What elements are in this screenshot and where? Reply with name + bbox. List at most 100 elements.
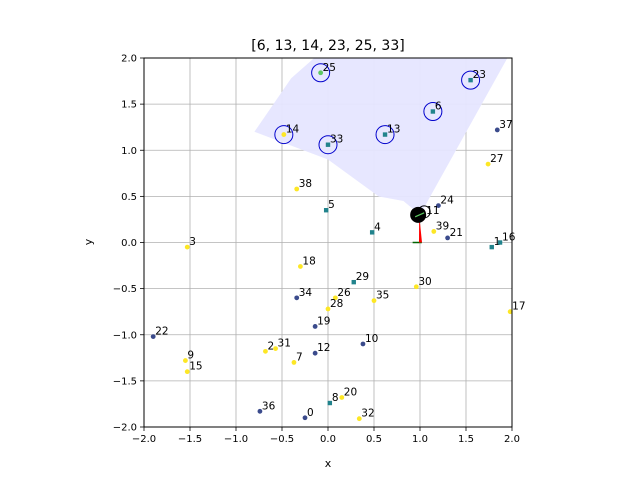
point-label-27: 27 [490,153,503,165]
point-37 [494,127,500,133]
point-13 [382,132,388,137]
point-34 [294,295,300,301]
point-label-4: 4 [374,221,381,233]
x-tick-label: −1.0 [224,434,248,445]
point-label-39: 39 [436,220,449,232]
point-31 [273,346,278,351]
point-33 [325,142,331,147]
point-label-9: 9 [187,350,194,362]
point-label-34: 34 [299,287,313,299]
point-label-26: 26 [337,287,351,299]
point-24 [436,203,441,209]
y-tick-label: 2.0 [121,54,137,65]
x-tick-label: −1.5 [178,434,202,445]
point-15 [184,369,190,375]
fov-polygon [254,58,508,215]
points: 0123456789101213141516171819202122232425… [150,62,526,422]
point-label-7: 7 [296,351,303,363]
x-tick-label: 2.0 [504,434,520,445]
y-tick-label: −0.5 [113,284,137,295]
point-28 [325,306,331,312]
point-label-16: 16 [502,232,516,244]
highlight-ring-13 [375,125,395,145]
highlight-ring-33 [318,135,338,155]
x-tick-label: 0.5 [366,434,382,445]
x-tick-label: 1.5 [458,434,474,445]
point-label-5: 5 [328,199,335,211]
point-35 [371,298,377,304]
point-label-25: 25 [323,62,336,74]
point-label-19: 19 [317,315,330,327]
point-label-14: 14 [286,124,300,136]
point-label-24: 24 [440,195,454,207]
point-label-8: 8 [332,392,339,404]
point-label-36: 36 [262,400,276,412]
point-label-28: 28 [330,298,343,310]
point-label-33: 33 [330,134,343,146]
point-22 [150,334,156,339]
point-27 [485,161,491,167]
point-14 [281,132,287,137]
y-tick-label: 1.0 [121,146,137,157]
point-label-38: 38 [299,178,312,190]
point-label-23: 23 [473,69,486,81]
y-tick-label: 1.5 [121,100,137,111]
point-38 [294,186,300,192]
point-label-18: 18 [302,255,315,267]
point-36 [257,408,263,414]
point-label-2: 2 [267,340,274,352]
point-label-30: 30 [418,276,431,288]
point-4 [369,230,375,235]
x-tick-label: −2.0 [132,434,156,445]
y-tick-label: −2.0 [113,423,137,434]
point-label-31: 31 [278,338,291,350]
point-label-20: 20 [344,386,357,398]
point-30 [413,284,419,290]
point-label-6: 6 [435,101,442,113]
point-label-29: 29 [356,271,369,283]
point-label-0: 0 [307,407,314,419]
point-label-37: 37 [499,119,512,131]
robot-body [410,206,427,223]
point-8 [327,400,333,406]
y-axis-label: y [82,238,95,245]
point-23 [468,77,473,83]
x-tick-label: −0.5 [270,434,294,445]
point-19 [312,324,318,329]
chart-title: [6, 13, 14, 23, 25, 33] [251,38,404,54]
robot-label: 11 [426,205,439,217]
point-label-32: 32 [361,408,374,420]
point-3 [184,244,190,250]
point-29 [351,279,356,285]
y-tick-label: 0.0 [121,238,137,249]
point-label-17: 17 [512,301,525,313]
point-1 [489,244,494,250]
y-tick-label: 0.5 [121,192,137,203]
point-label-35: 35 [376,290,389,302]
point-25 [318,70,324,76]
field-of-view [254,58,508,215]
ticks: −2.0 −1.5 −1.0 −0.5 0.0 0.5 1.0 1.5 2.0 −2.0 −1.5 −… [113,54,520,446]
highlight-ring-25 [311,63,331,83]
point-39 [431,229,437,234]
y-tick-label: −1.0 [113,330,137,341]
highlight-ring-14 [274,125,294,145]
point-32 [356,416,362,422]
highlight-ring-23 [461,70,481,90]
point-16 [497,240,503,245]
point-0 [302,415,308,421]
point-6 [430,109,436,114]
point-20 [339,395,345,400]
point-2 [263,348,268,354]
x-tick-label: 1.0 [412,434,428,445]
point-label-1: 1 [494,236,501,248]
point-26 [332,295,338,301]
point-5 [323,208,329,213]
point-label-15: 15 [189,361,202,373]
robot-marker: 11 [410,205,440,244]
point-10 [360,341,366,347]
x-axis-label: x [325,457,332,470]
point-17 [507,309,513,315]
x-tick-label: 0.0 [320,434,336,445]
